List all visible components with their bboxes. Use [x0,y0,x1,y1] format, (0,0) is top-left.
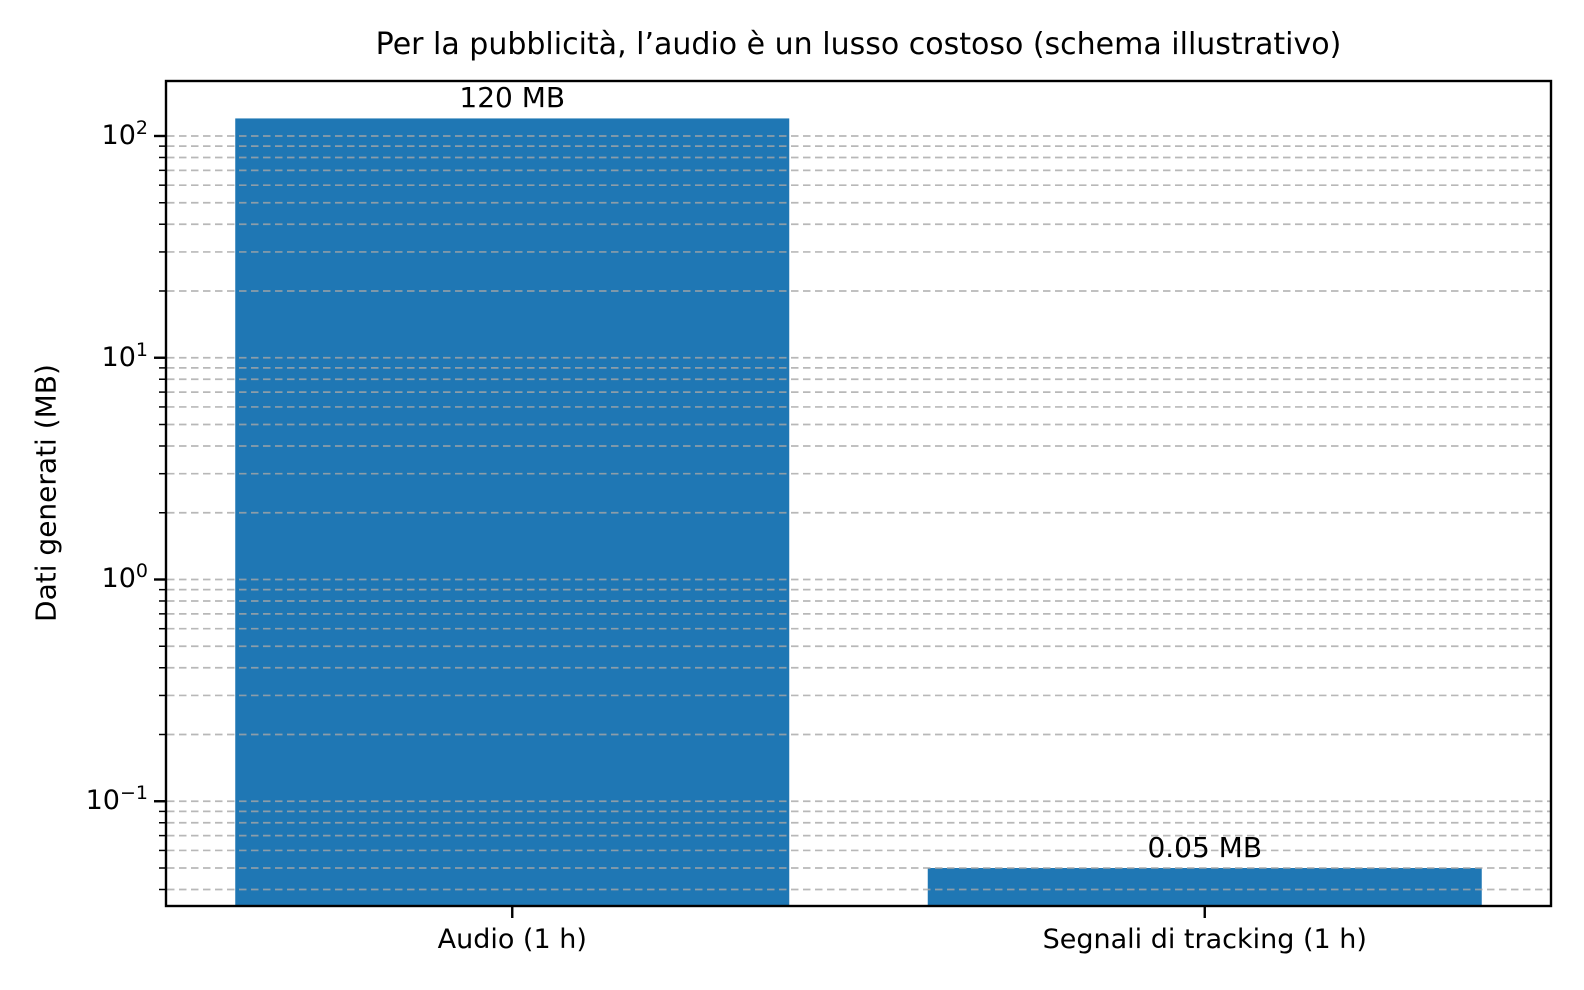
y-tick-label-2: 100 [101,560,148,595]
y-tick-label-0: 102 [101,116,148,151]
x-tick-label-1: Segnali di tracking (1 h) [1042,924,1367,955]
axes-frame [164,79,1553,908]
bar-1 [927,868,1482,906]
bar-value-label-1: 0.05 MB [1147,831,1263,864]
y-tick-label-3: 10−1 [85,782,148,817]
y-tick-label-1: 101 [101,338,148,373]
x-tick-label-0: Audio (1 h) [437,924,587,955]
chart-title: Per la pubblicità, l’audio è un lusso co… [375,27,1342,62]
bar-value-label-0: 120 MB [459,81,566,115]
